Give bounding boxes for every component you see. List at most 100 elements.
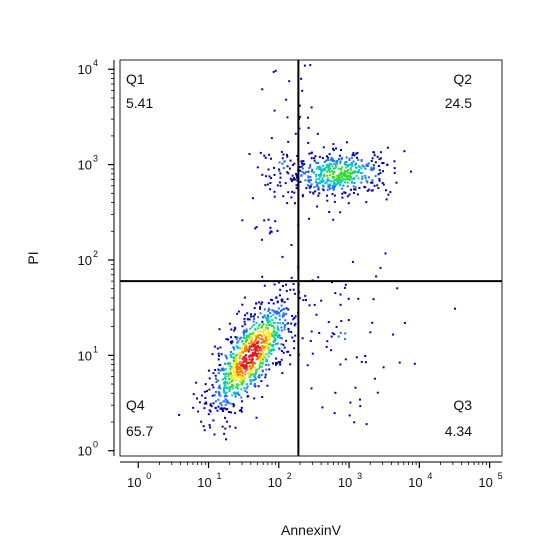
event-dot (281, 314, 284, 317)
event-dot (264, 156, 267, 159)
event-dot (393, 167, 396, 170)
event-dot (316, 205, 319, 208)
event-dot (303, 64, 306, 67)
event-dot (351, 172, 354, 175)
event-dot (243, 387, 246, 390)
event-dot (222, 378, 224, 381)
event-dot (284, 319, 287, 322)
event-dot (354, 164, 357, 167)
event-dot (247, 373, 250, 376)
event-dot (332, 171, 335, 174)
event-dot (220, 404, 223, 407)
event-dot (279, 322, 282, 325)
event-dot (279, 172, 282, 175)
event-dot (263, 314, 266, 317)
event-dot (250, 315, 252, 318)
event-dot (267, 168, 270, 171)
event-dot (228, 381, 231, 384)
event-dot (229, 341, 232, 343)
event-dot (224, 416, 226, 419)
event-dot (307, 116, 309, 119)
event-dot (228, 387, 231, 390)
event-dot (328, 174, 331, 177)
event-dot (261, 369, 264, 372)
event-dot (267, 318, 270, 321)
event-dot (322, 164, 325, 167)
event-dot (244, 340, 247, 343)
event-dot (326, 165, 329, 168)
event-dot (258, 376, 261, 379)
event-dot (241, 340, 243, 343)
event-dot (333, 185, 336, 188)
event-dot (315, 175, 318, 178)
event-dot (273, 340, 275, 343)
event-dot (246, 395, 249, 398)
event-dot (212, 386, 215, 389)
event-dot (349, 163, 352, 166)
event-dot (410, 170, 412, 173)
event-dot (255, 369, 257, 372)
event-dot (320, 171, 323, 174)
event-dot (284, 182, 287, 185)
event-dot (273, 166, 275, 169)
event-dot (321, 177, 324, 180)
event-dot (280, 326, 283, 329)
event-dot (341, 166, 344, 169)
event-dot (251, 379, 254, 382)
event-dot (234, 362, 237, 365)
event-dot (398, 361, 401, 364)
event-dot (249, 371, 252, 374)
event-dot (356, 193, 359, 196)
event-dot (243, 365, 246, 368)
event-dot (216, 409, 219, 412)
event-dot (308, 186, 311, 189)
event-dot (276, 342, 279, 345)
event-dot (263, 356, 266, 359)
event-dot (376, 184, 379, 187)
event-dot (241, 219, 244, 222)
event-dot (209, 426, 211, 429)
event-dot (235, 338, 238, 341)
event-dot (320, 169, 322, 172)
event-dot (340, 320, 343, 322)
event-dot (312, 170, 315, 173)
event-dot (317, 174, 320, 176)
event-dot (341, 157, 343, 159)
event-dot (237, 352, 240, 355)
event-dot (292, 288, 295, 291)
event-dot (244, 323, 247, 326)
event-dot (269, 230, 272, 233)
event-dot (254, 227, 257, 230)
event-dot (365, 163, 368, 166)
event-dot (240, 383, 243, 386)
event-dot (374, 161, 377, 164)
event-dot (347, 169, 349, 172)
event-dot (339, 331, 342, 334)
event-dot (295, 187, 298, 190)
event-dot (351, 165, 354, 168)
event-dot (261, 320, 264, 323)
event-dot (238, 409, 241, 412)
event-dot (257, 327, 260, 330)
event-dot (273, 109, 276, 112)
event-dot (332, 149, 335, 152)
event-dot (348, 159, 351, 161)
event-dot (237, 340, 240, 343)
quadrant-labels: Q1 5.41 Q2 24.5 Q3 4.34 Q4 65.7 (126, 71, 472, 439)
event-dot (353, 181, 356, 184)
event-dot (260, 380, 263, 383)
event-dot (224, 377, 226, 380)
plot-frame (119, 59, 503, 457)
event-dot (268, 175, 271, 178)
event-dot (236, 312, 239, 315)
event-dot (257, 352, 260, 355)
event-dot (283, 328, 286, 331)
event-dot (326, 178, 329, 181)
event-dot (335, 325, 338, 328)
event-dot (236, 386, 238, 389)
event-dot (209, 404, 212, 407)
event-dot (357, 158, 360, 161)
event-dot (242, 343, 245, 345)
event-dot (322, 173, 325, 176)
event-dot (275, 357, 278, 360)
